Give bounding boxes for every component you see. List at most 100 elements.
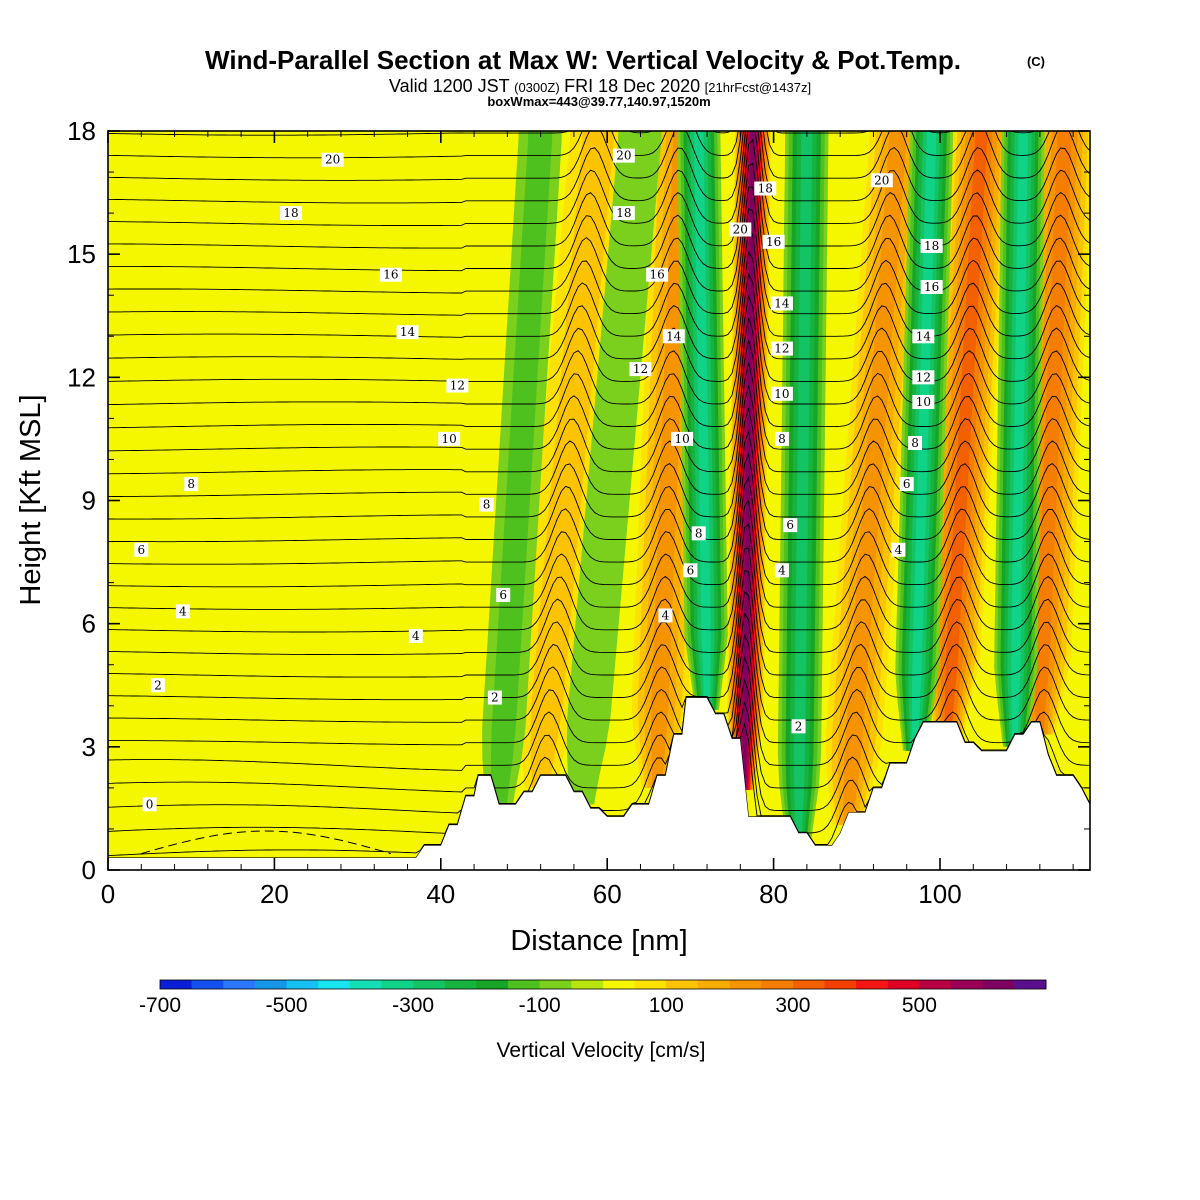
y-tick-label: 0 <box>82 855 96 885</box>
colorbar-tick-label: 300 <box>775 994 810 1017</box>
colorbar-swatch <box>160 980 193 989</box>
isentrope-label: 2 <box>487 690 502 705</box>
isentrope-label-text: 4 <box>179 604 187 618</box>
colorbar-swatch <box>349 980 382 989</box>
isentrope-label-text: 0 <box>146 797 154 811</box>
colorbar-swatch <box>571 980 604 989</box>
colorbar-swatch <box>476 980 509 989</box>
isentrope-label: 14 <box>662 329 685 344</box>
isentrope-label-text: 4 <box>662 608 670 622</box>
isentrope-label-text: 12 <box>450 379 465 393</box>
velocity-contour-fill <box>743 131 755 790</box>
isentrope-label-text: 12 <box>916 370 931 384</box>
isentrope-line <box>108 452 1090 588</box>
isentrope-label: 2 <box>791 719 806 734</box>
isentrope-label: 18 <box>280 206 303 221</box>
isentrope-line <box>108 547 1090 678</box>
x-tick-label: 40 <box>426 879 455 909</box>
isentrope-label: 12 <box>629 362 652 377</box>
isentrope-label-text: 10 <box>441 432 456 446</box>
isentrope-label: 16 <box>646 267 669 282</box>
isentrope-label: 8 <box>691 526 706 541</box>
isentrope-label: 12 <box>912 370 935 385</box>
colorbar-swatch <box>634 980 667 989</box>
x-tick-label: 80 <box>759 879 788 909</box>
colorbar-swatch <box>381 980 414 989</box>
isentrope-line <box>108 408 1090 543</box>
colorbar-swatch <box>697 980 730 989</box>
isentrope-label-text: 18 <box>758 181 773 195</box>
velocity-contour-fill <box>491 131 553 817</box>
isentrope-label-text: 8 <box>778 432 786 446</box>
isentrope-label-text: 20 <box>733 223 748 237</box>
isentrope-label-text: 6 <box>137 543 145 557</box>
colorbar-swatch <box>761 980 794 989</box>
colorbar-swatch <box>666 980 699 989</box>
velocity-contour-fill <box>566 131 662 805</box>
copyright-mark: (C) <box>1027 54 1045 69</box>
colorbar-label: Vertical Velocity [cm/s] <box>497 1039 706 1062</box>
isentrope-label: 18 <box>920 238 943 253</box>
isentrope-label-text: 14 <box>400 325 416 339</box>
isentrope-label-text: 2 <box>154 678 162 692</box>
colorbar-tick-label: 500 <box>902 994 937 1017</box>
isentrope-label: 4 <box>408 628 423 643</box>
updraft-band <box>518 131 627 788</box>
colorbar-swatch <box>919 980 952 989</box>
x-axis-label: Distance [nm] <box>510 925 687 957</box>
isentrope-line <box>108 229 1090 360</box>
x-tick-label: 0 <box>101 879 115 909</box>
downdraft-band <box>566 131 662 805</box>
isentrope-label-text: 14 <box>774 296 790 310</box>
isentrope-line <box>108 523 1090 656</box>
isentrope-label: 18 <box>612 206 635 221</box>
isentrope-label-text: 18 <box>616 206 631 220</box>
colorbar-tick-label: 100 <box>649 994 684 1017</box>
velocity-contour-fill <box>944 131 988 735</box>
isentrope-label-text: 2 <box>491 691 499 705</box>
isentrope-label: 8 <box>184 477 199 492</box>
downdraft-band <box>994 131 1045 747</box>
isentrope-line <box>108 499 1090 633</box>
isentrope-line <box>108 612 1090 746</box>
isentrope-line <box>108 362 1090 497</box>
isentrope-label-text: 4 <box>778 563 786 577</box>
isentrope-label-text: 20 <box>874 173 889 187</box>
isentrope-line <box>108 569 1090 701</box>
isentrope-label-text: 6 <box>687 563 695 577</box>
colorbar-tick-label: -500 <box>266 994 308 1017</box>
isentrope-label-text: 12 <box>774 342 789 356</box>
isentrope-label-text: 10 <box>916 395 931 409</box>
isentrope-label-text: 16 <box>383 268 398 282</box>
isentrope-label: 4 <box>175 604 190 619</box>
isentrope-label-text: 14 <box>666 329 682 343</box>
isentrope-line <box>108 131 1090 181</box>
isentrope-label: 12 <box>446 378 469 393</box>
isentrope-label: 6 <box>134 542 149 557</box>
isentrope-label-text: 18 <box>924 239 939 253</box>
y-tick-label: 12 <box>67 362 96 392</box>
chart-title: Wind-Parallel Section at Max W: Vertical… <box>205 45 961 75</box>
colorbar-swatch <box>603 980 636 989</box>
isentrope-label: 16 <box>920 280 943 295</box>
colorbar: -700 -500 -300 -100 100 300 500 <box>139 979 1047 1017</box>
colorbar-swatch <box>413 980 446 989</box>
x-tick-label: 100 <box>918 879 961 909</box>
box-wmax-note: boxWmax=443@39.77,140.97,1520m <box>487 94 710 109</box>
isentrope-label: 0 <box>142 797 157 812</box>
isentrope-line <box>108 131 1036 136</box>
isentrope-label-text: 8 <box>695 526 703 540</box>
colorbar-swatch <box>982 980 1015 989</box>
downdraft-band <box>777 131 829 846</box>
isentrope-labels: 2018161412108644208622018161412108642018… <box>134 148 943 812</box>
colorbar-swatch <box>792 980 825 989</box>
isentrope-label-text: 12 <box>633 362 648 376</box>
isentrope-label: 6 <box>496 587 511 602</box>
isentrope-label: 2 <box>150 678 165 693</box>
isentrope-label-text: 6 <box>786 518 794 532</box>
isentrope-label-text: 8 <box>187 477 195 491</box>
isentrope-label: 8 <box>479 497 494 512</box>
isentrope-label: 18 <box>754 181 777 196</box>
isentrope-label: 6 <box>899 477 914 492</box>
